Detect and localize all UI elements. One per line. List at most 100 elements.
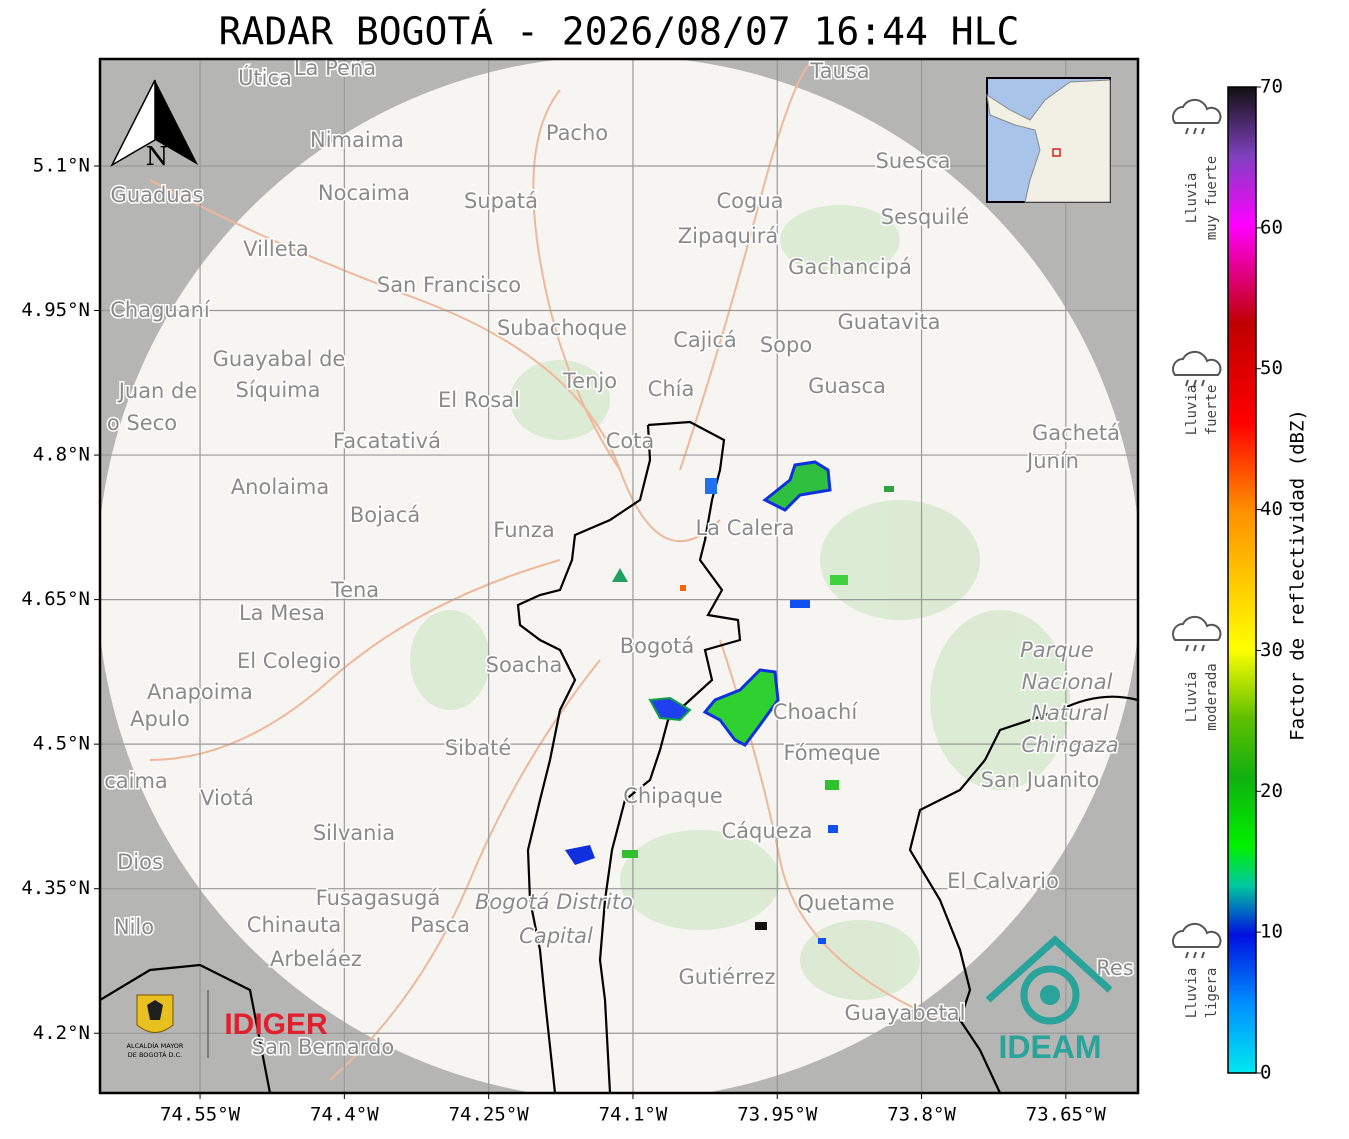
y-tick-label: 4.2°N xyxy=(33,1022,90,1044)
x-tick-label: 74.4°W xyxy=(310,1104,379,1126)
place-label: Bojacá xyxy=(350,503,420,527)
x-tick-label: 74.55°W xyxy=(160,1104,241,1126)
place-label: Chingaza xyxy=(1021,733,1118,757)
rain-level-label: ligera xyxy=(1204,968,1220,1019)
place-label: Anapoima xyxy=(147,680,253,704)
rain-icon xyxy=(1172,98,1222,124)
map: Útica La Peña Tausa Pacho Nimaima Suesca Guadu… xyxy=(100,59,1138,1093)
rain-level-label: moderada xyxy=(1204,663,1220,730)
place-label: Útica xyxy=(238,65,292,90)
logo-text: IDIGER xyxy=(224,1008,328,1041)
place-label: Cáqueza xyxy=(722,819,813,843)
place-label: Sopo xyxy=(760,333,812,357)
y-tick-label: 4.8°N xyxy=(33,444,90,466)
place-label: Apulo xyxy=(130,707,190,731)
place-label: Quetame xyxy=(797,891,894,915)
place-label: Fusagasugá xyxy=(316,886,441,910)
place-label: Cota xyxy=(606,429,655,453)
place-label: Suesca xyxy=(876,149,951,173)
place-label: Cogua xyxy=(716,189,783,213)
place-label: La Mesa xyxy=(239,601,325,625)
colorbar-tick-label: 20 xyxy=(1260,780,1283,802)
place-label: Supatá xyxy=(464,189,538,213)
logo-text: IDEAM xyxy=(998,1029,1101,1065)
y-tick-label: 5.1°N xyxy=(33,154,90,176)
colorbar-label: Factor de reflectividad (dBZ) xyxy=(1287,409,1309,741)
place-label: Nacional xyxy=(1022,670,1113,694)
y-tick-label: 4.95°N xyxy=(21,299,90,321)
rain-icon xyxy=(1172,922,1222,948)
place-label: Nocaima xyxy=(318,181,410,205)
place-label: Bogotá Distrito xyxy=(475,890,633,914)
place-label: Pasca xyxy=(410,913,470,937)
axes: 74.55°W 74.4°W 74.25°W 74.1°W 73.95°W 73.8°W 7… xyxy=(21,154,1106,1125)
x-tick-label: 73.65°W xyxy=(1026,1104,1107,1126)
place-label: Capital xyxy=(519,924,593,948)
place-label: La Calera xyxy=(695,516,794,540)
colorbar-tick-label: 40 xyxy=(1260,498,1283,520)
rain-level-label: fuerte xyxy=(1204,385,1220,436)
rain-icon-drops xyxy=(1185,127,1205,135)
rain-level-label: Lluvia xyxy=(1184,672,1200,723)
rain-icon xyxy=(1172,350,1222,376)
place-label: Nimaima xyxy=(310,128,404,152)
logos: ALCALDÍA MAYOR DE BOGOTÁ D.C. IDIGER IDE… xyxy=(127,935,1113,1065)
place-label: Sibaté xyxy=(445,736,512,760)
radar-echoes xyxy=(565,460,894,944)
place-label: Chipaque xyxy=(623,784,723,808)
place-label: Cajicá xyxy=(673,328,737,352)
place-label: San Bernardo xyxy=(252,1035,394,1059)
place-label: Parque xyxy=(1020,638,1094,662)
place-label: Choachí xyxy=(773,700,859,724)
place-label: El Calvario xyxy=(947,869,1059,893)
colorbar-tick-label: 10 xyxy=(1260,921,1283,943)
rain-icon-drops xyxy=(1185,379,1205,387)
place-label: Gachancipá xyxy=(788,255,912,279)
place-label: El Colegio xyxy=(237,649,341,673)
rain-icon xyxy=(1172,615,1222,641)
place-label: Anolaima xyxy=(231,475,329,499)
place-label: Natural xyxy=(1031,701,1109,725)
place-label: Bogotá xyxy=(620,634,695,658)
place-label: Chaguaní xyxy=(110,298,211,322)
place-label: Villeta xyxy=(243,237,308,261)
map-frame xyxy=(98,57,1140,1095)
place-label: Arbeláez xyxy=(270,947,362,971)
place-label: Síquima xyxy=(236,378,321,402)
place-label: Chía xyxy=(648,377,695,401)
place-label: Res xyxy=(1096,956,1134,980)
place-label: Silvania xyxy=(313,821,395,845)
colorbar-tick-label: 50 xyxy=(1260,357,1283,379)
north-label: N xyxy=(146,142,169,172)
inset-map xyxy=(986,77,1111,203)
place-label: Tausa xyxy=(809,59,869,83)
place-label: Guaduas xyxy=(111,183,204,207)
logo-text: DE BOGOTÁ D.C. xyxy=(128,1050,182,1059)
graticule xyxy=(100,59,1138,1093)
x-tick-label: 74.1°W xyxy=(599,1104,668,1126)
x-tick-label: 73.95°W xyxy=(737,1104,818,1126)
rain-level-label: Lluvia xyxy=(1184,968,1200,1019)
place-label: El Rosal xyxy=(438,388,520,412)
rain-icon-drops xyxy=(1185,644,1205,652)
place-label: Chinauta xyxy=(247,913,341,937)
place-label: Facatativá xyxy=(333,429,441,453)
x-tick-label: 73.8°W xyxy=(887,1104,956,1126)
place-label: Guatavita xyxy=(838,310,941,334)
rain-level-label: Lluvia xyxy=(1184,173,1200,224)
colorbar-tick-label: 60 xyxy=(1260,216,1283,238)
place-label: Guasca xyxy=(808,374,886,398)
vegetation xyxy=(410,205,1070,1000)
rain-icon-drops xyxy=(1185,951,1205,959)
place-label: o Seco xyxy=(107,411,177,435)
y-tick-label: 4.5°N xyxy=(33,733,90,755)
title: RADAR BOGOTÁ - 2026/08/07 16:44 HLC xyxy=(219,10,1020,54)
place-labels: Útica La Peña Tausa Pacho Nimaima Suesca Guadu… xyxy=(103,59,1136,1061)
place-label: Gutiérrez xyxy=(679,965,776,989)
place-label: San Juanito xyxy=(981,768,1100,792)
y-tick-label: 4.35°N xyxy=(21,877,90,899)
north-arrow: N xyxy=(110,79,198,172)
rain-level-label: Lluvia xyxy=(1184,385,1200,436)
y-tick-label: 4.65°N xyxy=(21,588,90,610)
place-label: Sesquilé xyxy=(881,205,969,229)
